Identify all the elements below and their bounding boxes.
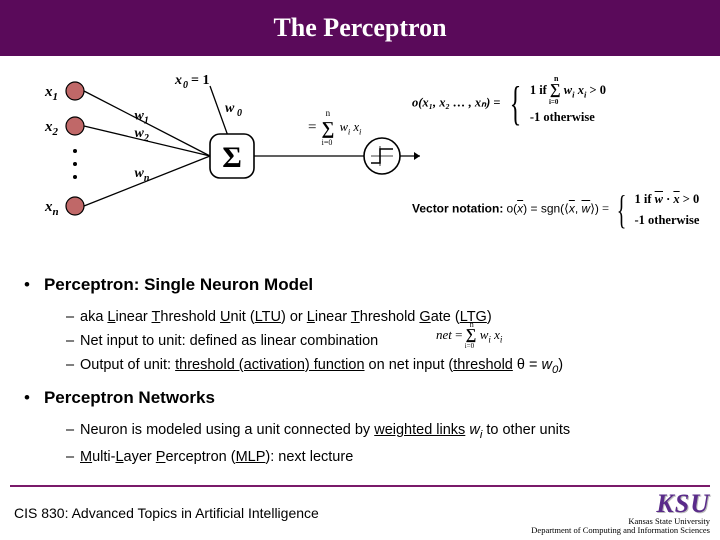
bullet-1: Perceptron: Single Neuron Model (44, 275, 313, 295)
sublist-1: aka Linear Threshold Unit (LTU) or Linea… (66, 309, 696, 376)
output-formula-1: o(x₁, x₂ … , xₙ) = { 1 if n ∑ i=0 wi xi … (412, 76, 712, 131)
vector-formula: Vector notation: o(x) = sgn(⟨x, w⟩) = { … (412, 186, 712, 233)
sub-aka: aka Linear Threshold Unit (LTU) or Linea… (66, 309, 696, 325)
svg-text:xn: xn (44, 199, 59, 218)
sub-neuron: Neuron is modeled using a unit connected… (66, 422, 696, 441)
svg-text:x1: x1 (44, 84, 58, 103)
perceptron-diagram: x1w1x2w2xnwnx0= 1w0Σ = n ∑ i=0 wi xi o(x… (0, 56, 720, 271)
slide-title: The Perceptron (273, 13, 446, 43)
svg-text:= 1: = 1 (191, 73, 209, 88)
svg-text:w2: w2 (135, 126, 149, 144)
svg-text:Σ: Σ (222, 141, 242, 174)
sub-netinput: Net input to unit: defined as linear com… (66, 333, 696, 349)
svg-text:0: 0 (183, 80, 188, 91)
footer-divider (10, 485, 710, 487)
ksu-logo: KSU (531, 491, 710, 517)
svg-text:wn: wn (135, 166, 150, 184)
title-bar: The Perceptron (0, 0, 720, 56)
bullet-1-row: • Perceptron: Single Neuron Model (24, 271, 696, 301)
ksu-block: KSU Kansas State University Department o… (531, 491, 710, 534)
sub-output: Output of unit: threshold (activation) f… (66, 357, 696, 376)
course-label: CIS 830: Advanced Topics in Artificial I… (10, 505, 319, 521)
sub-mlp: Multi-Layer Perceptron (MLP): next lectu… (66, 449, 696, 465)
sublist-2: Neuron is modeled using a unit connected… (66, 422, 696, 465)
sum-formula: = n ∑ i=0 wi xi (308, 118, 361, 139)
svg-text:x: x (174, 73, 182, 88)
svg-text:w1: w1 (135, 109, 149, 127)
footer: CIS 830: Advanced Topics in Artificial I… (0, 485, 720, 534)
svg-text:w: w (225, 101, 235, 116)
svg-text:x2: x2 (44, 119, 59, 138)
bullet-2-row: • Perceptron Networks (24, 384, 696, 414)
ksu-uni2: Department of Computing and Information … (531, 526, 710, 535)
bullet-2: Perceptron Networks (44, 388, 215, 408)
content-area: • Perceptron: Single Neuron Model aka Li… (0, 271, 720, 465)
svg-text:0: 0 (237, 108, 242, 119)
